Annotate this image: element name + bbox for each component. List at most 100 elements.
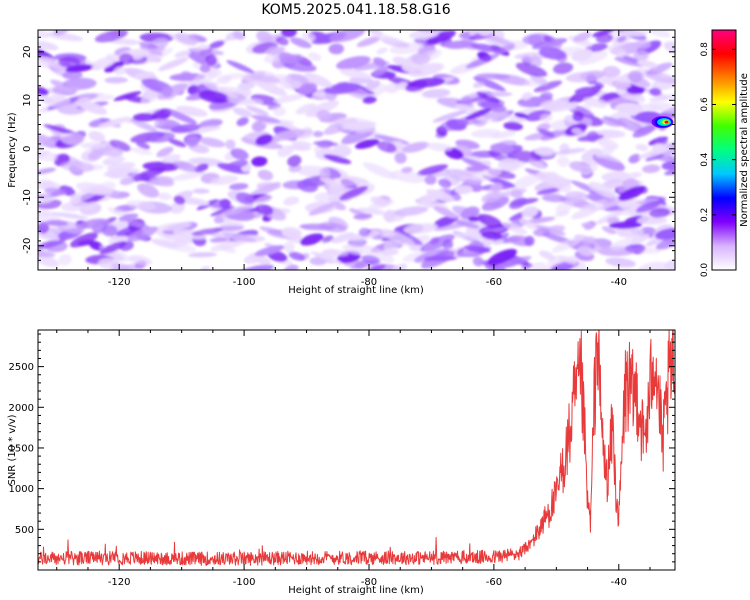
spectrogram-cell: [119, 53, 134, 65]
snr-ytick-label: 1000: [9, 484, 34, 495]
spectrogram-cell: [128, 255, 152, 266]
spectrogram-cell: [102, 160, 118, 167]
spectrogram-xtick-label: -60: [486, 277, 502, 288]
spectrogram-cell: [358, 227, 371, 237]
spectrogram-cell: [312, 130, 324, 138]
spectrogram-ytick-label: 0: [22, 146, 33, 152]
spectrogram-cell: [161, 85, 173, 98]
spectrogram-cell: [329, 30, 366, 43]
spectrogram-cell: [615, 87, 646, 103]
spectrogram-cell: [573, 32, 592, 42]
spectrogram-cell: [626, 171, 643, 179]
spectrogram-cell: [301, 32, 316, 42]
spectrogram-cell: [465, 108, 492, 120]
spectrogram-cell: [535, 146, 555, 156]
spectrogram-cell: [347, 237, 367, 248]
spectrogram-cell: [630, 233, 650, 245]
spectrogram-cell: [481, 196, 510, 211]
spectrogram-cell: [391, 263, 407, 270]
spectrogram-cell: [255, 134, 273, 146]
spectrogram-cell: [199, 64, 211, 73]
spectrogram-cell: [413, 248, 450, 263]
spectrogram-cell: [254, 245, 285, 257]
spectrogram-cell: [362, 264, 386, 270]
spectrogram-cell: [597, 138, 619, 150]
spectrogram-cell: [497, 158, 520, 171]
spectrogram-cell: [328, 43, 345, 55]
spectrogram-cell: [557, 155, 570, 167]
spectrogram-cell: [342, 244, 365, 256]
spectrogram-cell: [616, 36, 627, 43]
spectrogram-cell: [471, 168, 502, 182]
spectrogram-cell: [151, 108, 172, 122]
spectrogram-cell: [521, 206, 539, 218]
spectrogram-cell: [145, 131, 176, 143]
spectrogram-cell: [602, 65, 621, 78]
spectrogram-cell: [295, 103, 317, 115]
spectrogram-ytick-label: -10: [22, 189, 33, 205]
spectrogram-cell: [468, 240, 485, 252]
spectrogram-cell: [226, 94, 253, 106]
spectrogram-ylabel: Frequency (Hz): [7, 112, 18, 188]
spectrogram-cell: [130, 147, 153, 155]
spectrogram-cell: [635, 200, 662, 213]
spectrogram-cell: [637, 215, 650, 224]
spectrogram-cell: [591, 30, 617, 38]
snr-xtick-label: -60: [486, 577, 502, 588]
spectrogram-cell: [205, 54, 218, 67]
spectrogram-cell: [359, 244, 395, 263]
spectrogram-cell: [403, 223, 438, 234]
spectrogram-cell: [38, 253, 60, 268]
snr-ytick-label: 1500: [9, 443, 34, 454]
spectrogram-cell: [316, 109, 332, 121]
spectrogram-cell: [620, 226, 644, 238]
spectrogram-cell: [572, 110, 584, 122]
spectrogram-cell: [281, 227, 302, 239]
spectrogram-cell: [171, 171, 206, 181]
spectrogram-cell: [180, 71, 192, 79]
spectrogram-cell: [472, 256, 484, 267]
spectrogram-cell: [283, 241, 295, 254]
spectrogram-cell: [173, 239, 187, 248]
spectrogram-cell: [617, 117, 645, 133]
spectrogram-cell: [200, 265, 211, 270]
spectrogram-cell: [426, 30, 456, 45]
spectrogram-cell: [87, 150, 104, 161]
spectrogram-cell: [376, 141, 397, 153]
spectrogram-cell: [453, 232, 469, 239]
spectrogram-cell: [104, 61, 125, 73]
spectrogram-cell: [426, 142, 453, 152]
spectrogram-cell: [53, 30, 69, 36]
spectrogram-cell: [80, 142, 108, 149]
spectrogram-cell: [236, 117, 249, 127]
spectrogram-cell: [633, 39, 652, 50]
spectrogram-cell: [395, 81, 408, 90]
spectrogram-cell: [471, 129, 501, 138]
spectrogram-cell: [38, 86, 49, 96]
spectrogram-cell: [60, 133, 86, 145]
spectrogram-cell: [245, 105, 270, 116]
spectrogram-cell: [174, 50, 191, 58]
spectrogram-ytick-label: -20: [22, 238, 33, 254]
spectrogram-cell: [339, 68, 371, 80]
spectrogram-cell: [606, 216, 620, 225]
spectrogram-cell: [281, 30, 297, 38]
spectrogram-cell: [322, 235, 334, 243]
spectrogram-cell: [99, 241, 127, 255]
snr-ylabel: SNR (10 * v/v): [7, 414, 18, 485]
spectrogram-cell: [81, 201, 97, 211]
spectrogram-cell: [151, 178, 175, 187]
spectrogram-cell: [420, 234, 455, 252]
spectrogram-cell: [643, 30, 671, 38]
spectrogram-cell: [519, 218, 538, 230]
spectrogram-cell: [601, 226, 617, 235]
spectrogram-cell: [198, 118, 223, 129]
colorbar-label: Normalized spectral amplitude: [739, 73, 750, 227]
spectrogram-cell: [465, 53, 500, 69]
spectrogram-cell: [168, 138, 187, 148]
spectrogram-cell: [568, 85, 602, 104]
spectrogram-cell: [500, 188, 527, 197]
spectrogram-cell: [226, 60, 255, 74]
spectrogram-cell: [565, 191, 590, 202]
